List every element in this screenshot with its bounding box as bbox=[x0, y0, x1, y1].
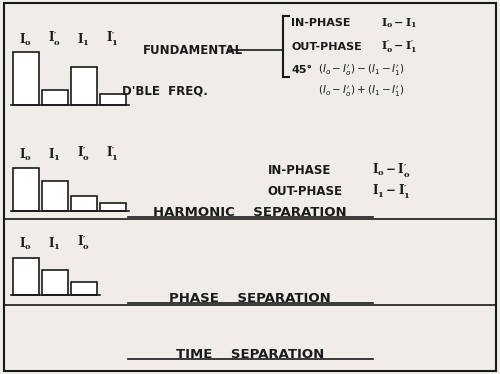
Bar bbox=[70, 67, 97, 105]
Text: $\mathregular{I_o-I_1}$: $\mathregular{I_o-I_1}$ bbox=[381, 16, 418, 30]
Text: $\mathregular{I_1'}$: $\mathregular{I_1'}$ bbox=[106, 28, 119, 48]
Bar bbox=[12, 168, 38, 211]
Bar bbox=[100, 94, 126, 105]
Text: $(I_o-I_o')+(I_1-I_1')$: $(I_o-I_o')+(I_1-I_1')$ bbox=[318, 84, 404, 99]
Bar bbox=[42, 181, 68, 211]
Text: OUT-PHASE: OUT-PHASE bbox=[291, 42, 362, 52]
Text: TIME    SEPARATION: TIME SEPARATION bbox=[176, 348, 324, 361]
Bar bbox=[70, 196, 97, 211]
Text: $\mathregular{I_o}$: $\mathregular{I_o}$ bbox=[19, 32, 32, 48]
Text: $\mathregular{I_o}$: $\mathregular{I_o}$ bbox=[19, 236, 32, 252]
Text: $\mathregular{I_o'}$: $\mathregular{I_o'}$ bbox=[48, 28, 61, 48]
Text: $\mathregular{I_o-I_o'}$: $\mathregular{I_o-I_o'}$ bbox=[372, 160, 411, 180]
Text: $\mathregular{I_1}$: $\mathregular{I_1}$ bbox=[48, 147, 61, 163]
Bar bbox=[70, 282, 97, 295]
Text: $\mathregular{I_o'}$: $\mathregular{I_o'}$ bbox=[77, 233, 90, 252]
Text: $\mathregular{I_o'}$: $\mathregular{I_o'}$ bbox=[77, 143, 90, 163]
Text: $(I_o-I_o')-(I_1-I_1')$: $(I_o-I_o')-(I_1-I_1')$ bbox=[318, 62, 404, 78]
Text: FUNDAMENTAL: FUNDAMENTAL bbox=[142, 44, 242, 57]
Bar bbox=[42, 90, 68, 105]
Text: HARMONIC    SEPARATION: HARMONIC SEPARATION bbox=[153, 206, 347, 219]
Text: $\mathregular{I_1'}$: $\mathregular{I_1'}$ bbox=[106, 143, 119, 163]
Bar bbox=[42, 270, 68, 295]
Text: IN-PHASE: IN-PHASE bbox=[291, 18, 350, 28]
Bar bbox=[12, 258, 38, 295]
Text: PHASE    SEPARATION: PHASE SEPARATION bbox=[169, 292, 331, 305]
Text: $\mathregular{I_1-I_1'}$: $\mathregular{I_1-I_1'}$ bbox=[372, 182, 411, 201]
Text: $\mathregular{I_1}$: $\mathregular{I_1}$ bbox=[48, 236, 61, 252]
Bar bbox=[100, 203, 126, 211]
Text: IN-PHASE: IN-PHASE bbox=[268, 164, 331, 177]
Bar bbox=[12, 52, 38, 105]
Text: $\mathregular{I_o'-I_1'}$: $\mathregular{I_o'-I_1'}$ bbox=[381, 39, 418, 55]
Text: $\mathregular{I_1}$: $\mathregular{I_1}$ bbox=[77, 32, 90, 48]
Text: 45°: 45° bbox=[291, 65, 312, 75]
Text: OUT-PHASE: OUT-PHASE bbox=[268, 185, 342, 198]
Text: D'BLE  FREQ.: D'BLE FREQ. bbox=[122, 84, 208, 97]
Text: $\mathregular{I_o}$: $\mathregular{I_o}$ bbox=[19, 147, 32, 163]
